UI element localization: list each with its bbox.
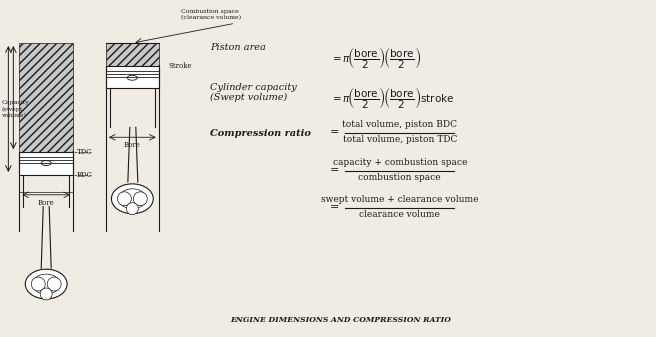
Circle shape bbox=[133, 192, 147, 206]
Ellipse shape bbox=[118, 189, 146, 209]
Text: Capacity
(swept
volume): Capacity (swept volume) bbox=[1, 100, 29, 118]
Bar bbox=[19, 43, 73, 152]
Circle shape bbox=[117, 192, 131, 206]
Bar bbox=[106, 66, 159, 88]
Text: Compression ratio: Compression ratio bbox=[211, 129, 312, 138]
Text: total volume, piston TDC: total volume, piston TDC bbox=[342, 135, 457, 144]
Text: swept volume + clearance volume: swept volume + clearance volume bbox=[321, 195, 478, 204]
Text: $= \pi\!\left(\dfrac{\rm bore}{2}\right)\!\left(\dfrac{\rm bore}{2}\right)\rm st: $= \pi\!\left(\dfrac{\rm bore}{2}\right)… bbox=[330, 85, 455, 111]
Circle shape bbox=[40, 288, 52, 300]
Text: clearance volume: clearance volume bbox=[359, 210, 440, 219]
Circle shape bbox=[127, 203, 138, 215]
Circle shape bbox=[31, 277, 45, 291]
Text: capacity + combustion space: capacity + combustion space bbox=[333, 158, 467, 167]
Bar bbox=[19, 152, 73, 175]
Text: Stroke: Stroke bbox=[169, 62, 192, 70]
Ellipse shape bbox=[26, 269, 67, 299]
Text: =: = bbox=[330, 165, 339, 175]
Circle shape bbox=[47, 277, 61, 291]
Text: Cylinder capacity
(Swept volume): Cylinder capacity (Swept volume) bbox=[211, 83, 297, 102]
Text: Combustion space
(clearance volume): Combustion space (clearance volume) bbox=[180, 9, 241, 20]
Bar bbox=[106, 43, 159, 66]
Text: combustion space: combustion space bbox=[358, 173, 441, 182]
Ellipse shape bbox=[32, 274, 60, 294]
Ellipse shape bbox=[127, 75, 137, 80]
Text: TDC: TDC bbox=[77, 148, 92, 156]
Text: Piston area: Piston area bbox=[211, 43, 266, 52]
Text: total volume, piston BDC: total volume, piston BDC bbox=[342, 120, 457, 129]
Ellipse shape bbox=[41, 160, 51, 165]
Text: Bore: Bore bbox=[38, 199, 54, 207]
Text: BDC: BDC bbox=[77, 171, 92, 179]
Text: $= \pi\!\left(\dfrac{\rm bore}{2}\right)\!\left(\dfrac{\rm bore}{2}\right)$: $= \pi\!\left(\dfrac{\rm bore}{2}\right)… bbox=[330, 45, 421, 71]
Ellipse shape bbox=[112, 184, 154, 214]
Text: =: = bbox=[330, 127, 339, 137]
Text: Bore: Bore bbox=[124, 141, 140, 149]
Text: ENGINE DIMENSIONS AND COMPRESSION RATIO: ENGINE DIMENSIONS AND COMPRESSION RATIO bbox=[230, 316, 451, 324]
Text: =: = bbox=[330, 202, 339, 212]
